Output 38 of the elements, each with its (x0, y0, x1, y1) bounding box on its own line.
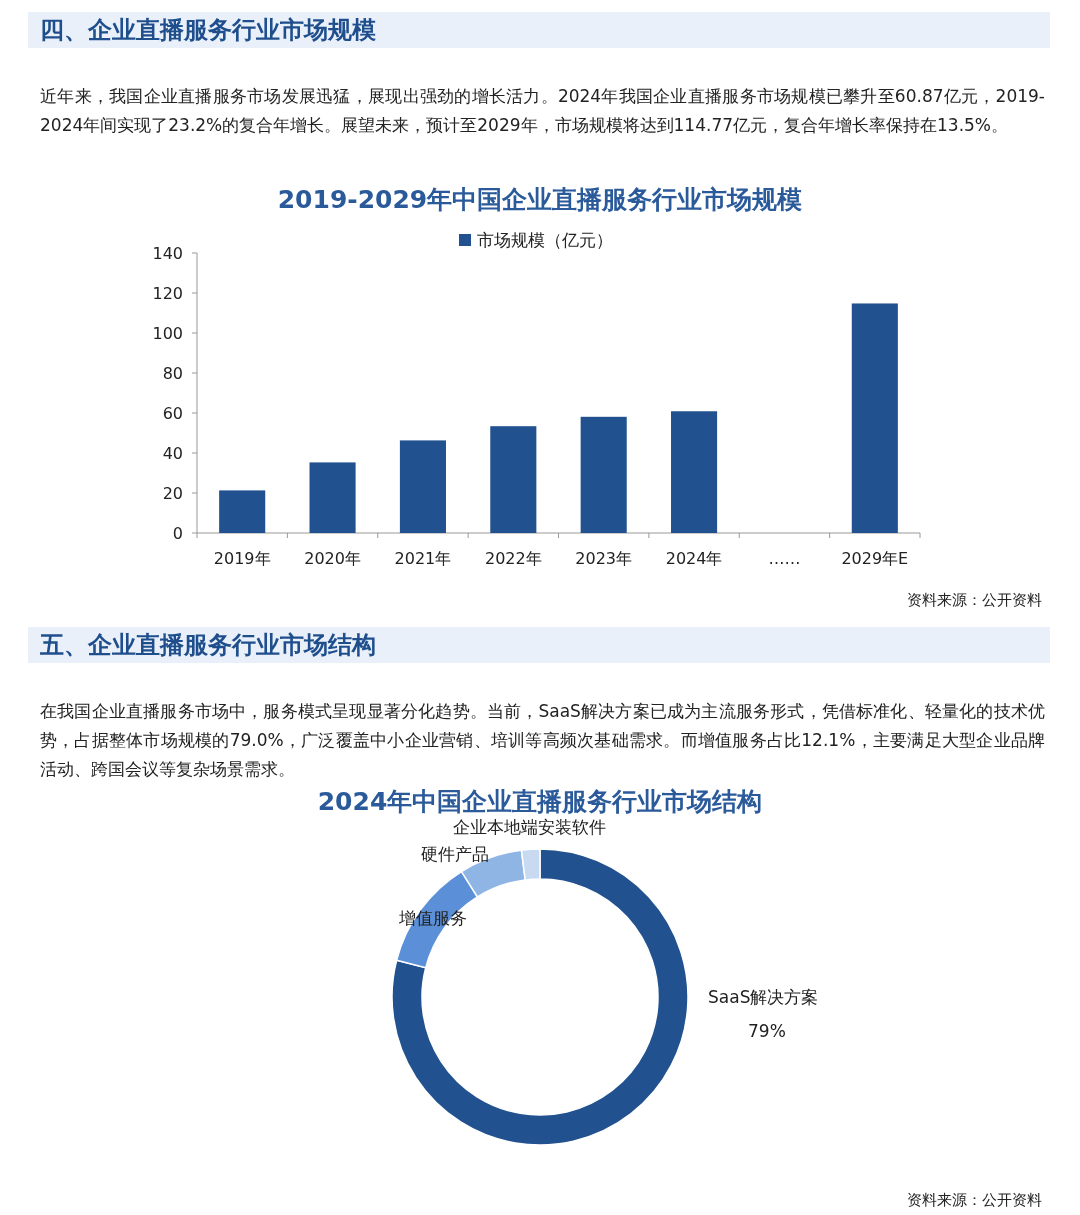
text: 近年来，我国企业直播服务市场发展迅猛，展现出强劲的增长活力。2024年我国企业直播服务市场规模已攀升至60.87亿元，2019-2024年间实现了23.2%的复合年增长。展望未来，预计至2029年，市场规模将达到114.77亿元，复合年增长率保持在13.5%。 (40, 85, 1045, 137)
text: 资料来源：公开资料 (907, 591, 1042, 610)
y-tick-label: 100 (152, 324, 183, 343)
y-tick-label: 140 (152, 244, 183, 263)
x-tick-label: 2029年E (841, 549, 909, 568)
x-tick-label: …… (768, 549, 801, 568)
y-tick-label: 40 (162, 444, 183, 463)
slice-label: SaaS解决方案 (708, 987, 819, 1007)
text: 四、企业直播服务行业市场规模 (28, 12, 1050, 48)
y-tick-label: 0 (172, 524, 183, 543)
text: 在我国企业直播服务市场中，服务模式呈现显著分化趋势。当前，SaaS解决方案已成为主流服务形式，凭借标准化、轻量化的技术优势，占据整体市场规模的79.0%，广泛覆盖中小企业营销、培训等高频次基础需求。而增值服务占比12.1%，主要满足大型企业品牌活动、跨国会议等复杂场景需求。 (40, 700, 1045, 781)
data-label: 79% (748, 1021, 786, 1041)
slice-label: 企业本地端安装软件 (452, 817, 606, 838)
text: 资料来源：公开资料 (907, 1191, 1042, 1210)
bar (309, 462, 356, 533)
chart-title: 2019-2029年中国企业直播服务行业市场规模 (277, 185, 803, 214)
x-tick-label: 2021年 (394, 549, 452, 568)
slice-label: 增值服务 (397, 908, 467, 929)
bar (219, 490, 266, 533)
y-tick-label: 20 (162, 484, 183, 503)
x-tick-label: 2024年 (665, 549, 723, 568)
y-tick-label: 60 (162, 404, 183, 423)
x-tick-label: 2020年 (304, 549, 361, 568)
slice-label: 硬件产品 (420, 843, 489, 864)
y-tick-label: 80 (162, 364, 183, 383)
chart-title: 2024年中国企业直播服务行业市场结构 (317, 787, 763, 816)
x-tick-label: 2019年 (213, 549, 271, 568)
y-tick-label: 120 (152, 284, 183, 303)
bar (490, 426, 537, 533)
bar (580, 416, 627, 533)
x-tick-label: 2023年 (575, 549, 633, 568)
text: 五、企业直播服务行业市场结构 (28, 627, 1050, 663)
bar (399, 440, 446, 533)
bar (671, 411, 718, 533)
donut-slice (391, 848, 689, 1146)
legend-label: 市场规模（亿元） (477, 230, 613, 250)
x-tick-label: 2022年 (484, 549, 542, 568)
bar (851, 303, 898, 533)
